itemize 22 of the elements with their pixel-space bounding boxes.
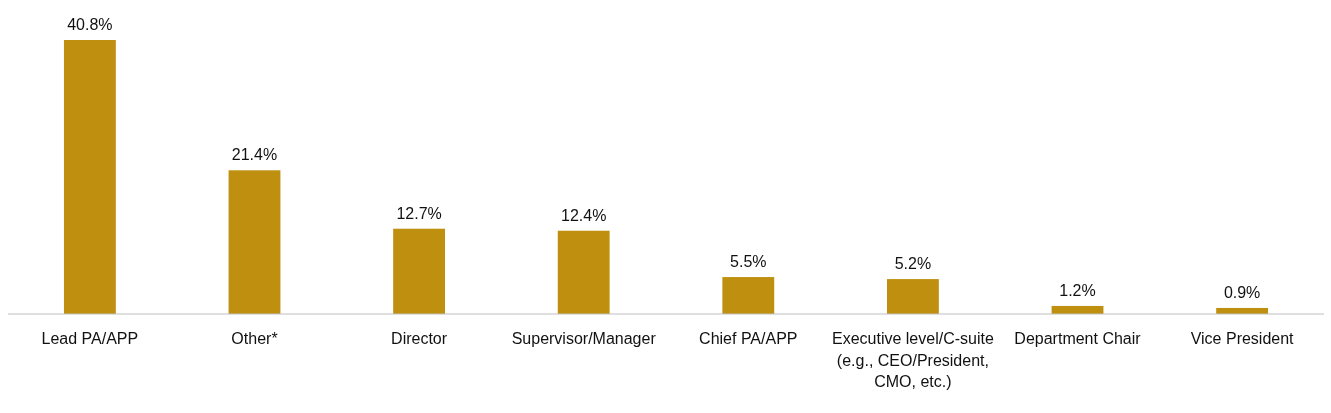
bar <box>886 279 939 314</box>
x-tick-label: Director <box>391 330 448 347</box>
bar <box>557 230 610 314</box>
x-tick-label: Other* <box>231 330 278 347</box>
bar <box>722 277 775 314</box>
x-tick-label: Vice President <box>1190 330 1295 347</box>
data-label: 1.2% <box>1059 281 1096 299</box>
x-tick-label: Department Chair <box>1014 330 1142 347</box>
data-label: 12.7% <box>396 204 442 222</box>
data-label: 5.5% <box>730 253 767 271</box>
data-label: 40.8% <box>67 16 113 33</box>
data-label: 12.4% <box>561 206 607 224</box>
x-tick-label: Lead PA/APP <box>41 330 139 347</box>
x-tick-label: Chief PA/APP <box>699 330 798 347</box>
data-label: 0.9% <box>1223 283 1261 301</box>
bar <box>228 170 281 314</box>
data-label: 5.2% <box>894 255 932 273</box>
x-tick-label: Supervisor/Manager <box>511 330 657 347</box>
x-tick-label: Executive level/C-suite (e.g., CEO/President, CMO, etc.) <box>831 330 994 391</box>
bar <box>63 40 116 314</box>
bar <box>393 228 446 314</box>
data-label: 21.4% <box>231 146 278 164</box>
